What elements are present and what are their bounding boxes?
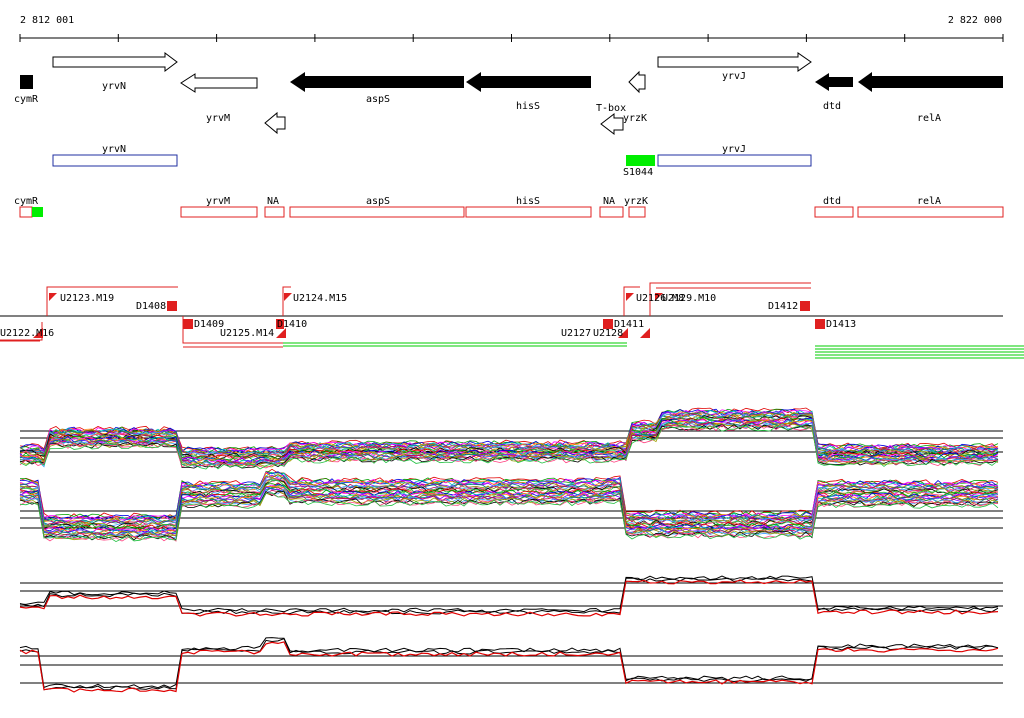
expression-panel-third <box>19 575 1003 617</box>
gene-label-yrzK: yrzK <box>623 113 647 124</box>
feature-label-aspS: aspS <box>366 196 390 207</box>
feature-box-dtd[interactable] <box>814 206 854 218</box>
segment-label-D1411: D1411 <box>614 319 644 330</box>
annotation-label-yrvN: yrvN <box>102 144 126 155</box>
feature-label-na-1: NA <box>267 196 279 207</box>
feature-box-yrzK[interactable] <box>628 206 646 218</box>
segmentation-track: U2122.M16 U2123.M19 D1408 D1409 U2125.M1… <box>0 282 1024 359</box>
feature-box-na-2[interactable] <box>599 206 624 218</box>
gene-arrow-yrzK[interactable] <box>600 112 624 136</box>
segment-label-U2129: U2129.M10 <box>662 293 716 304</box>
segment-label-U2122: U2122.M16 <box>0 328 54 339</box>
gene-arrow-yrvJ[interactable] <box>657 52 812 72</box>
segment-marker-4[interactable] <box>183 319 193 329</box>
feature-box-cymR-green[interactable] <box>32 207 43 217</box>
feature-label-dtd: dtd <box>823 196 841 207</box>
gene-label-aspS: aspS <box>366 94 390 105</box>
feature-box-aspS[interactable] <box>289 206 465 218</box>
segment-marker-12[interactable] <box>655 293 663 301</box>
gene-label-dtd: dtd <box>823 101 841 112</box>
coordinate-ruler: 2 812 001 2 822 000 <box>19 15 1004 42</box>
expression-panel-top <box>19 407 1003 470</box>
feature-label-yrvM: yrvM <box>206 196 230 207</box>
ruler-start-label: 2 812 001 <box>20 15 74 26</box>
segment-label-D1412: D1412 <box>768 301 798 312</box>
segment-label-D1409: D1409 <box>194 319 224 330</box>
feature-track: cymR yrvM NA aspS hisS NA yrzK dtd relA <box>14 196 1004 218</box>
gene-label-tbox: T-box <box>596 103 626 114</box>
expression-panel-second <box>19 468 1003 543</box>
segment-label-U2124: U2124.M15 <box>293 293 347 304</box>
gene-arrow-hisS[interactable] <box>466 72 591 92</box>
annotation-box-S1044[interactable] <box>626 155 655 166</box>
gene-arrow-yrvM[interactable] <box>180 73 258 93</box>
gene-label-yrvN: yrvN <box>102 81 126 92</box>
gene-arrow-cymR[interactable] <box>20 75 33 89</box>
segment-label-D1410: D1410 <box>277 319 307 330</box>
gene-label-relA: relA <box>917 113 941 124</box>
segment-marker-11[interactable] <box>640 328 650 338</box>
annotation-label-yrvJ: yrvJ <box>722 144 746 155</box>
segment-marker-6[interactable] <box>276 319 284 329</box>
gene-label-cymR: cymR <box>14 94 39 105</box>
segment-marker-9[interactable] <box>618 328 628 338</box>
feature-label-na-2: NA <box>603 196 615 207</box>
gene-arrow-aspS[interactable] <box>290 72 464 92</box>
segment-marker-14[interactable] <box>815 319 825 329</box>
segment-label-D1408: D1408 <box>136 301 166 312</box>
segment-marker-3[interactable] <box>167 301 177 311</box>
annotation-box-yrvJ[interactable] <box>657 154 812 167</box>
feature-box-na-1[interactable] <box>264 206 285 218</box>
ruler-end-label: 2 822 000 <box>948 15 1002 26</box>
gene-arrow-small-2[interactable] <box>628 70 646 94</box>
gene-label-yrvM: yrvM <box>206 113 230 124</box>
segment-marker-8[interactable] <box>603 319 613 329</box>
feature-label-cymR: cymR <box>14 196 39 207</box>
feature-box-relA[interactable] <box>857 206 1004 218</box>
gene-arrow-dtd[interactable] <box>815 73 853 91</box>
segment-label-U2125: U2125.M14 <box>220 328 274 339</box>
expression-panel-bottom <box>19 637 1003 693</box>
segment-label-U2123: U2123.M19 <box>60 293 114 304</box>
feature-box-yrvM[interactable] <box>180 206 258 218</box>
segment-marker-1[interactable] <box>33 328 43 338</box>
gene-track: cymR yrvN yrvM aspS hisS T-box yrzK yrvJ… <box>14 52 1003 136</box>
feature-label-hisS: hisS <box>516 196 540 207</box>
gene-label-yrvJ: yrvJ <box>722 71 746 82</box>
segment-marker-7[interactable] <box>284 293 292 301</box>
feature-box-hisS[interactable] <box>465 206 592 218</box>
segment-label-U2126: U2126.M8 <box>636 293 684 304</box>
feature-label-relA: relA <box>917 196 941 207</box>
gene-arrow-yrvN[interactable] <box>52 52 178 72</box>
feature-box-cymR[interactable] <box>19 206 33 218</box>
segment-marker-2[interactable] <box>49 293 57 301</box>
segment-label-D1413: D1413 <box>826 319 856 330</box>
gene-arrow-small-1[interactable] <box>264 111 286 135</box>
segment-marker-5[interactable] <box>276 328 286 338</box>
annotation-track: yrvN S1044 yrvJ <box>52 144 812 178</box>
feature-label-yrzK: yrzK <box>624 196 648 207</box>
segment-label-U2128: U2128 <box>593 328 623 339</box>
gene-arrow-relA[interactable] <box>858 72 1003 92</box>
segment-marker-10[interactable] <box>626 293 634 301</box>
annotation-label-S1044: S1044 <box>623 167 653 178</box>
segment-marker-13[interactable] <box>800 301 810 311</box>
gene-label-hisS: hisS <box>516 101 540 112</box>
segment-label-U2127: U2127 <box>561 328 591 339</box>
annotation-box-yrvN[interactable] <box>52 154 178 167</box>
